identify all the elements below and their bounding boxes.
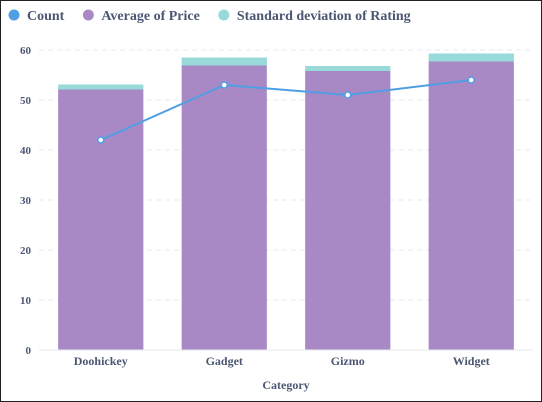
line-point[interactable]: [220, 81, 228, 89]
x-tick-label: Widget: [453, 354, 490, 368]
x-axis-ticks: Doohickey Gadget Gizmo Widget: [74, 354, 490, 368]
legend-swatch: [8, 9, 20, 21]
x-tick-label: Gizmo: [331, 354, 365, 368]
line-point[interactable]: [344, 91, 352, 99]
legend-label: Count: [27, 9, 65, 24]
legend-item[interactable]: Standard deviation of Rating: [218, 9, 411, 24]
bar-series: [58, 53, 514, 351]
bar-segment[interactable]: [305, 66, 391, 71]
line-path: [100, 79, 472, 141]
bar-segment[interactable]: [58, 89, 144, 351]
y-tick-label: 60: [20, 45, 32, 57]
legend: Count Average of Price Standard deviation …: [8, 9, 411, 24]
y-tick-label: 30: [20, 195, 32, 207]
line-series: [97, 76, 475, 144]
x-tick-label: Gadget: [206, 354, 243, 368]
bar-segment[interactable]: [428, 61, 514, 351]
bar-segment[interactable]: [305, 71, 391, 350]
y-tick-label: 10: [20, 295, 32, 307]
y-tick-label: 20: [20, 245, 32, 257]
y-tick-label: 50: [20, 95, 32, 107]
line-point[interactable]: [97, 136, 105, 144]
legend-swatch: [218, 9, 230, 21]
legend-label: Average of Price: [101, 9, 199, 24]
line-point[interactable]: [467, 76, 475, 84]
legend-label: Standard deviation of Rating: [237, 9, 411, 24]
y-axis-ticks: 0 10 20 30 40 50 60: [20, 45, 32, 357]
bar-segment[interactable]: [58, 84, 144, 90]
bar-segment[interactable]: [181, 57, 267, 66]
legend-item[interactable]: Average of Price: [82, 9, 200, 24]
y-tick-label: 40: [20, 145, 32, 157]
legend-swatch: [82, 9, 94, 21]
bar-segment[interactable]: [428, 53, 514, 62]
bar-segment[interactable]: [181, 65, 267, 351]
x-axis-title: Category: [262, 378, 309, 392]
legend-item[interactable]: Count: [8, 9, 65, 24]
x-tick-label: Doohickey: [74, 354, 128, 368]
y-tick-label: 0: [26, 345, 32, 357]
